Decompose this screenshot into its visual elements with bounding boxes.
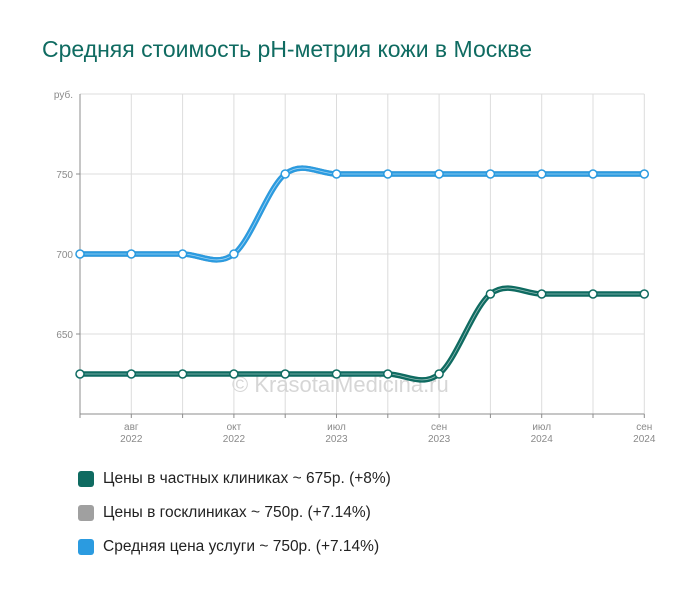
data-point-average <box>588 169 598 179</box>
legend-item-average[interactable]: Средняя цена услуги ~ 750р. (+7.14%) <box>78 530 391 564</box>
y-tick-label: 700 <box>56 250 73 261</box>
legend-item-private[interactable]: Цены в частных клиниках ~ 675р. (+8%) <box>78 462 391 496</box>
x-tick-label-month: сен <box>431 422 447 433</box>
legend-item-public[interactable]: Цены в госклиниках ~ 750р. (+7.14%) <box>78 496 391 530</box>
data-point-private <box>588 289 598 299</box>
data-point-private <box>331 369 342 379</box>
data-point-average <box>383 169 393 179</box>
data-point-average <box>331 169 342 179</box>
data-point-private <box>485 289 496 299</box>
chart-title: Средняя стоимость pH-метрия кожи в Москв… <box>42 36 533 62</box>
legend-label-average: Средняя цена услуги ~ 750р. (+7.14%) <box>103 538 380 555</box>
y-tick-label: 650 <box>56 330 73 341</box>
x-tick-label-year: 2023 <box>325 434 348 445</box>
x-tick-label-month: июл <box>327 422 346 433</box>
x-tick-label-month: сен <box>636 422 652 433</box>
data-point-private <box>229 369 239 379</box>
x-tick-label-month: авг <box>124 422 139 433</box>
legend-swatch-average <box>78 539 94 555</box>
legend-swatch-public <box>78 505 94 521</box>
legend: Цены в частных клиниках ~ 675р. (+8%) Це… <box>78 462 391 564</box>
data-point-average <box>280 169 290 179</box>
series-line-average <box>77 165 648 263</box>
data-point-private <box>536 289 547 299</box>
series-line-highlight-average <box>80 167 645 261</box>
data-point-average <box>639 169 650 179</box>
x-tick-label-year: 2022 <box>223 434 246 445</box>
series-line-public <box>77 165 648 263</box>
data-point-average <box>126 249 137 259</box>
legend-label-private: Цены в частных клиниках ~ 675р. (+8%) <box>103 470 391 487</box>
data-point-private <box>177 369 188 379</box>
x-tick-label-year: 2024 <box>531 434 554 445</box>
data-point-average <box>75 249 85 259</box>
y-tick-label: 750 <box>56 170 73 181</box>
x-tick-label-month: окт <box>227 422 242 433</box>
x-tick-label-year: 2023 <box>428 434 451 445</box>
data-point-average <box>536 169 547 179</box>
chart-svg: 650700750руб.авг2022окт2022июл2023сен202… <box>54 89 656 445</box>
data-point-private <box>434 369 444 379</box>
data-point-average <box>485 169 496 179</box>
data-point-private <box>383 369 393 379</box>
legend-swatch-private <box>78 471 94 487</box>
x-tick-label-month: июл <box>532 422 551 433</box>
series-line-highlight-public <box>80 167 645 261</box>
data-point-private <box>75 369 85 379</box>
x-tick-label-year: 2024 <box>633 434 656 445</box>
y-unit-label: руб. <box>54 89 73 101</box>
legend-label-public: Цены в госклиниках ~ 750р. (+7.14%) <box>103 504 371 521</box>
data-point-private <box>126 369 137 379</box>
data-point-average <box>177 249 188 259</box>
data-point-private <box>639 289 650 299</box>
data-point-average <box>229 249 239 259</box>
data-point-average <box>434 169 444 179</box>
data-point-private <box>280 369 290 379</box>
x-tick-label-year: 2022 <box>120 434 143 445</box>
